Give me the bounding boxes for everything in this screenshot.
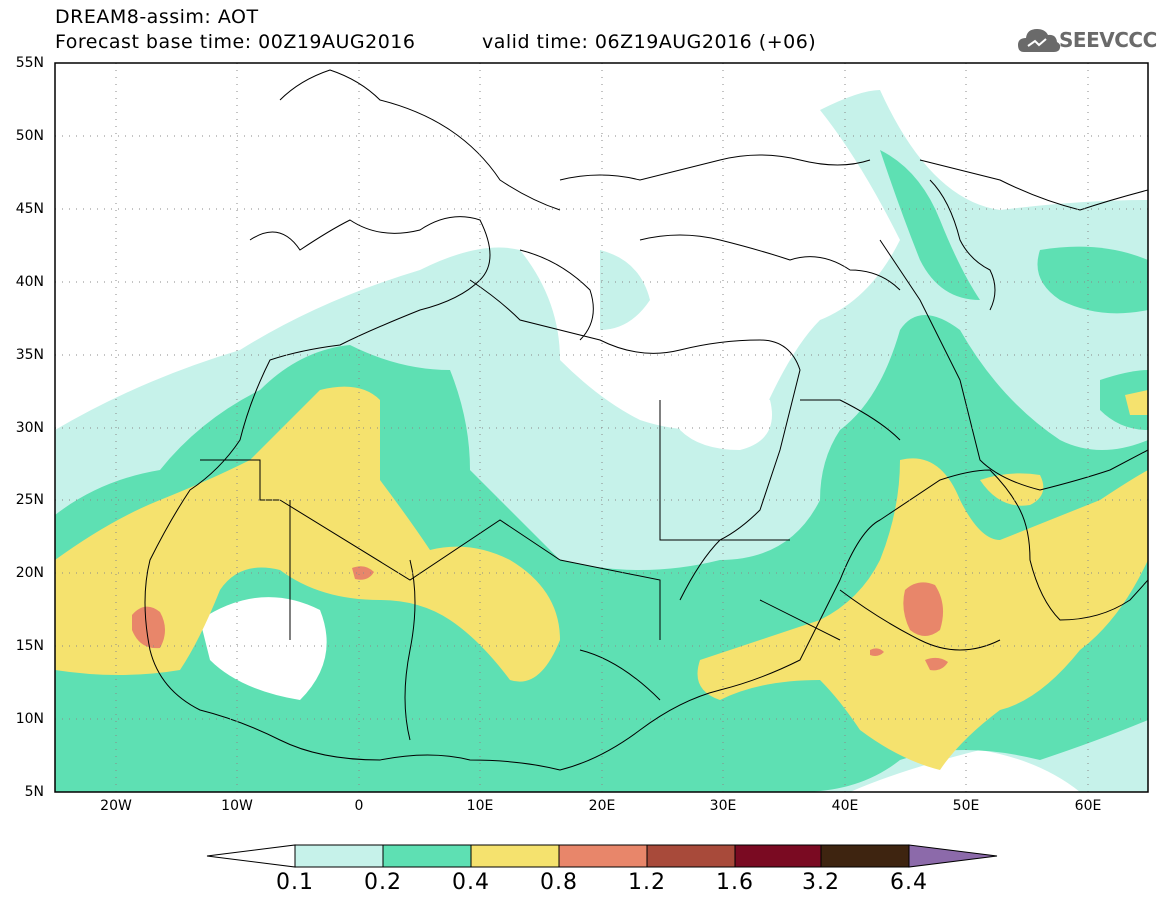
colorbar-label: 3.2 [802, 870, 840, 895]
colorbar-label: 0.1 [276, 870, 314, 895]
colorbar-under-triangle [206, 844, 296, 868]
colorbar-label: 1.2 [628, 870, 666, 895]
lat-label: 25N [15, 492, 44, 508]
lon-label: 20W [100, 798, 132, 814]
map-title: DREAM8-assim: AOT [55, 6, 259, 28]
lat-label: 10N [15, 711, 44, 727]
colorbar-segment [820, 844, 910, 868]
lat-label: 50N [15, 128, 44, 144]
aot-contour-0.8 [132, 566, 948, 671]
colorbar-label: 0.2 [364, 870, 402, 895]
lat-label: 20N [15, 565, 44, 581]
graticule [55, 63, 1148, 792]
lat-label: 35N [15, 347, 44, 363]
colorbar-segment [646, 844, 736, 868]
cloud-icon [1018, 29, 1061, 52]
colorbar-label: 1.6 [716, 870, 754, 895]
lat-label: 5N [24, 784, 44, 800]
lon-label: 60E [1074, 798, 1102, 814]
valid-time: valid time: 06Z19AUG2016 (+06) [482, 31, 817, 53]
lon-label: 50E [952, 798, 980, 814]
lon-label: 10E [466, 798, 494, 814]
colorbar-label: 0.8 [540, 870, 578, 895]
colorbar-segment [294, 844, 384, 868]
lat-label: 55N [15, 55, 44, 71]
colorbar-segment [470, 844, 560, 868]
colorbar-segment [382, 844, 472, 868]
lat-label: 40N [15, 274, 44, 290]
colorbar-segment [558, 844, 648, 868]
lon-label: 30E [709, 798, 737, 814]
colorbar-label: 0.4 [452, 870, 490, 895]
lon-label: 0 [354, 798, 364, 814]
colorbar-over-triangle [908, 844, 998, 868]
logo-text: SEEVCCC [1059, 28, 1157, 52]
lon-label: 40E [831, 798, 859, 814]
lat-label: 30N [15, 420, 44, 436]
plot-frame [54, 62, 1149, 793]
coastlines [144, 69, 1148, 771]
lat-label: 45N [15, 201, 44, 217]
colorbar-label: 6.4 [890, 870, 928, 895]
forecast-base-time: Forecast base time: 00Z19AUG2016 [55, 31, 416, 53]
lon-label: 20E [588, 798, 616, 814]
colorbar [206, 844, 998, 868]
colorbar-segment [734, 844, 822, 868]
lon-label: 10W [221, 798, 253, 814]
lat-label: 15N [15, 638, 44, 654]
